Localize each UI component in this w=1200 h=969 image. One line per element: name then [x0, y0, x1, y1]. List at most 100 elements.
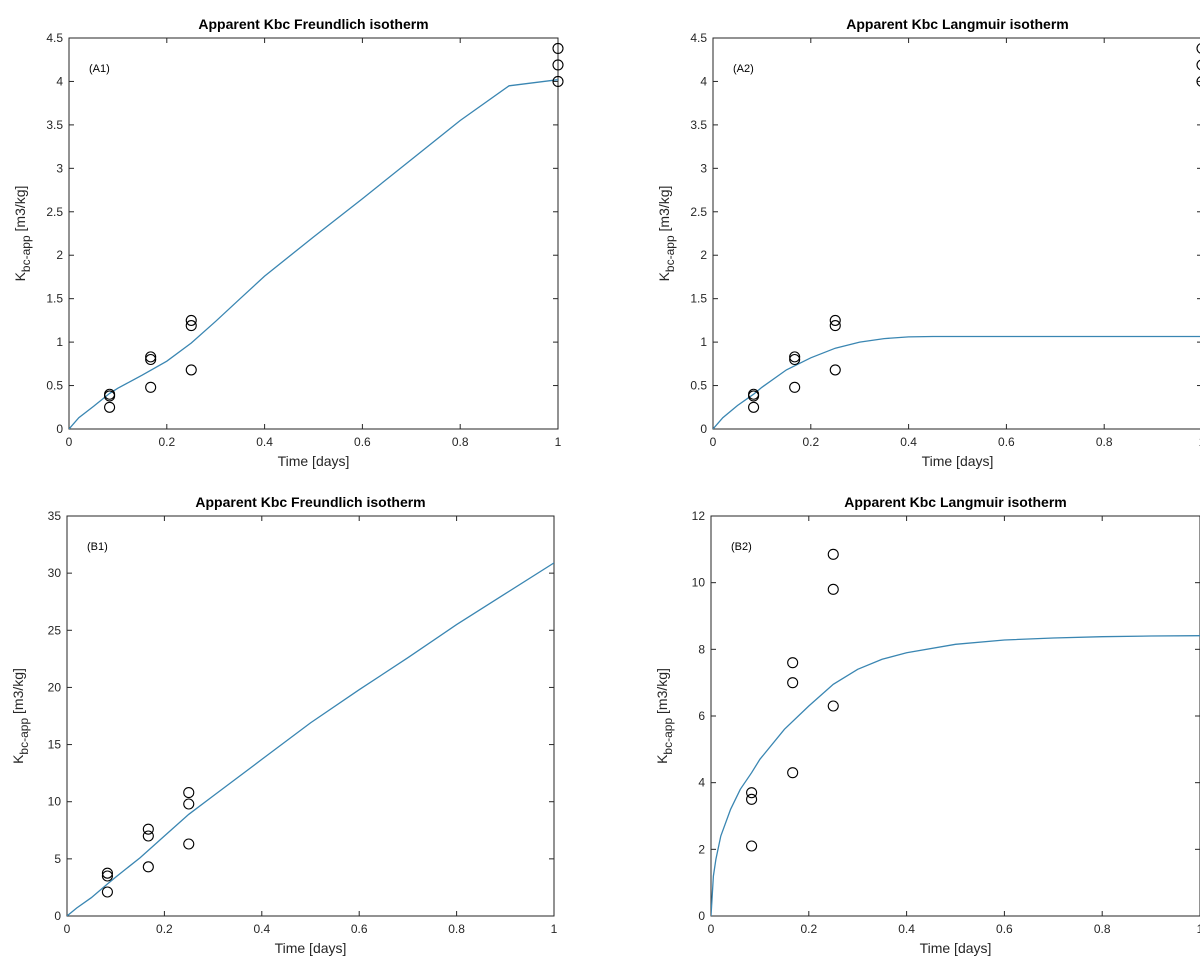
data-point	[145, 353, 157, 366]
x-tick-label: 0.4	[253, 922, 270, 936]
y-axis-label: Kbc-app [m3/kg]	[654, 668, 675, 764]
panel-label: (B1)	[87, 541, 108, 553]
y-tick-label: 2	[56, 248, 63, 262]
fit-curve	[711, 635, 1200, 916]
y-axis-label-sub: bc-app	[17, 718, 31, 755]
axes-box	[710, 515, 1200, 917]
x-tick-label: 0.4	[256, 435, 273, 449]
y-tick-label: 0	[698, 909, 705, 923]
data-point	[145, 381, 157, 393]
x-tick-label: 1	[1199, 435, 1200, 449]
data-point	[183, 798, 195, 810]
panel-label: (A2)	[733, 63, 754, 75]
y-axis-label-sub: bc-app	[663, 235, 677, 272]
y-axis-label: Kbc-app [m3/kg]	[10, 668, 31, 764]
x-tick-label: 0.8	[448, 922, 465, 936]
data-point	[789, 353, 801, 366]
y-axis-label-sub: bc-app	[661, 718, 675, 755]
y-tick-label: 4.5	[690, 31, 707, 45]
x-tick-label: 0.2	[800, 922, 817, 936]
y-tick-label: 4.5	[46, 31, 63, 45]
y-tick-label: 35	[48, 509, 62, 523]
y-tick-label: 0.5	[690, 379, 707, 393]
data-point	[829, 364, 841, 376]
x-tick-label: 0.8	[1094, 922, 1111, 936]
y-tick-label: 2	[698, 842, 705, 856]
axes-box	[712, 37, 1200, 430]
x-tick-label: 0.6	[351, 922, 368, 936]
y-tick-label: 4	[700, 74, 707, 88]
y-tick-label: 2.5	[46, 205, 63, 219]
data-point	[1196, 76, 1200, 87]
x-tick-label: 0.2	[156, 922, 173, 936]
data-point	[748, 401, 760, 413]
y-tick-label: 0	[54, 909, 61, 923]
data-point	[101, 867, 113, 879]
data-point	[748, 388, 760, 400]
x-tick-label: 0.6	[996, 922, 1013, 936]
x-tick-label: 0.4	[898, 922, 915, 936]
y-axis-label-unit: [m3/kg]	[12, 186, 28, 236]
x-tick-label: 1	[551, 922, 558, 936]
data-point	[787, 767, 799, 779]
y-tick-label: 1.5	[690, 292, 707, 306]
axes-box	[68, 37, 559, 430]
data-point	[787, 677, 799, 689]
data-point	[552, 59, 564, 71]
y-axis-label: Kbc-app [m3/kg]	[656, 186, 677, 282]
data-point	[1196, 43, 1200, 54]
y-axis-label-main: K	[654, 754, 670, 764]
data-point	[552, 75, 564, 87]
fit-curve	[67, 562, 554, 916]
y-tick-label: 10	[48, 795, 62, 809]
y-tick-label: 25	[48, 623, 62, 637]
data-point	[789, 381, 801, 393]
y-axis-label-sub: bc-app	[19, 235, 33, 272]
data-point	[552, 42, 564, 54]
x-axis-label: Time [days]	[278, 453, 350, 469]
x-tick-label: 0	[66, 435, 73, 449]
y-axis-label-unit: [m3/kg]	[656, 186, 672, 236]
data-point	[142, 823, 154, 835]
y-tick-label: 10	[692, 576, 706, 590]
data-point	[104, 401, 116, 413]
x-tick-label: 1	[555, 435, 562, 449]
data-point	[746, 840, 758, 852]
data-point	[104, 388, 116, 400]
axes-box	[66, 515, 555, 917]
y-tick-label: 0	[56, 422, 63, 436]
y-tick-label: 3	[56, 161, 63, 175]
y-tick-label: 15	[48, 738, 62, 752]
x-axis-label: Time [days]	[922, 453, 994, 469]
panel-label: (A1)	[89, 63, 110, 75]
y-tick-label: 3.5	[690, 118, 707, 132]
x-axis-label: Time [days]	[275, 940, 347, 956]
y-tick-label: 2	[700, 248, 707, 262]
data-point	[142, 830, 154, 842]
y-tick-label: 0.5	[46, 379, 63, 393]
y-tick-label: 1	[56, 335, 63, 349]
panel-b2: 00.20.40.60.81024681012Apparent Kbc Lang…	[654, 494, 1200, 956]
y-axis-label-unit: [m3/kg]	[10, 668, 26, 718]
y-axis-label-main: K	[12, 271, 28, 281]
panel-a2: 0 0.2 0.4 0.6 0.8 1 0 0.5 1 1.5 2 2.5 3 3.5 4 4.5 Appare…	[656, 16, 1200, 469]
data-point	[829, 320, 841, 332]
data-point	[101, 886, 113, 898]
y-tick-label: 1	[700, 335, 707, 349]
data-point	[145, 351, 157, 363]
data-point	[827, 583, 839, 595]
x-tick-label: 0.4	[900, 435, 917, 449]
x-tick-label: 0	[64, 922, 71, 936]
y-tick-label: 8	[698, 642, 705, 656]
x-tick-label: 0	[708, 922, 715, 936]
y-tick-label: 12	[692, 509, 706, 523]
x-tick-label: 0.8	[452, 435, 469, 449]
x-tick-label: 0.2	[802, 435, 819, 449]
chart-title: Apparent Kbc Langmuir isotherm	[844, 494, 1066, 510]
y-tick-label: 4	[698, 776, 705, 790]
x-tick-label: 0.6	[354, 435, 371, 449]
data-point	[183, 838, 195, 850]
